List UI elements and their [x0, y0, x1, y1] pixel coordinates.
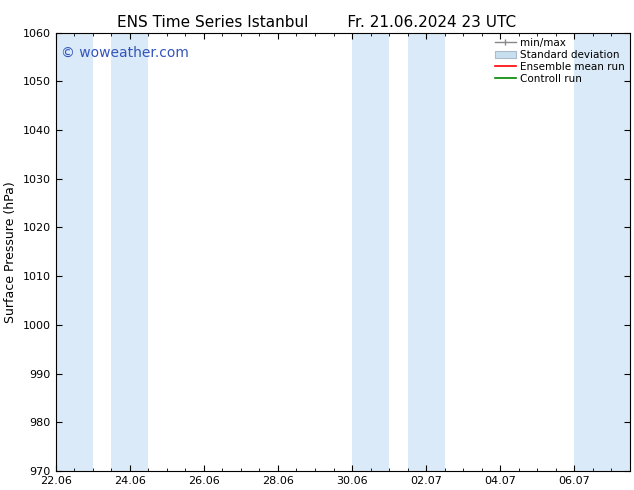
Legend: min/max, Standard deviation, Ensemble mean run, Controll run: min/max, Standard deviation, Ensemble me…	[493, 36, 626, 86]
Bar	[112, 33, 148, 471]
Bar	[574, 33, 630, 471]
Bar	[352, 33, 389, 471]
Bar	[408, 33, 444, 471]
Y-axis label: Surface Pressure (hPa): Surface Pressure (hPa)	[4, 181, 17, 323]
Text: © woweather.com: © woweather.com	[61, 46, 190, 60]
Text: ENS Time Series Istanbul        Fr. 21.06.2024 23 UTC: ENS Time Series Istanbul Fr. 21.06.2024 …	[117, 15, 517, 30]
Bar	[56, 33, 93, 471]
